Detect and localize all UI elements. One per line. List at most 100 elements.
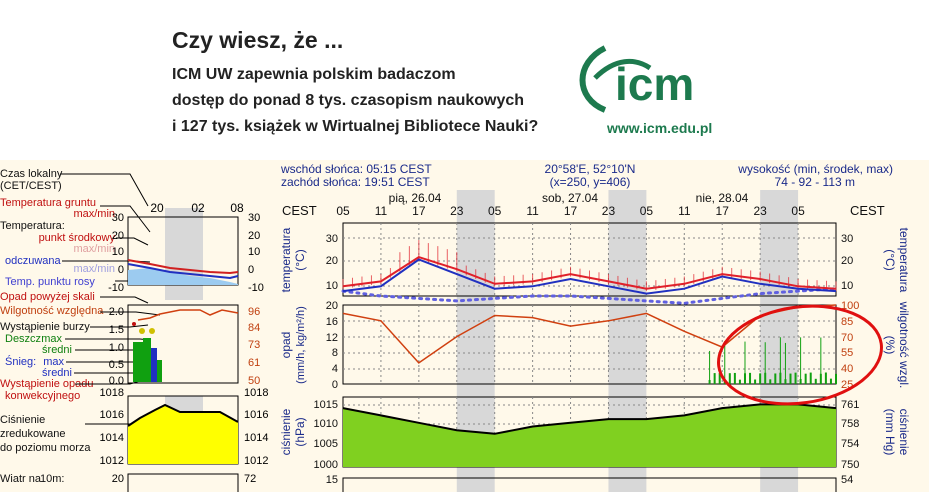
rain-bar: [789, 373, 792, 384]
mini-temp-tick-r-m10: -10: [248, 282, 264, 294]
ad-banner[interactable]: Czy wiesz, że ... ICM UW zapewnia polski…: [0, 0, 929, 160]
annotation-ellipse: [717, 304, 883, 406]
press-axis-unit: (hPa): [293, 417, 307, 446]
mini-precip-tick-1: 1.0: [109, 342, 124, 354]
temp-axis-label-r: temperatura: [897, 228, 911, 293]
mini-hum-tick-84: 84: [248, 322, 260, 334]
hum-tick-85: 85: [841, 316, 853, 328]
press-tick-1000: 1000: [314, 459, 338, 471]
mini-press-tick-r-1018: 1018: [244, 387, 268, 399]
mini-wind-tick: 20: [112, 473, 124, 485]
rain-bar: [728, 373, 731, 384]
press-tick-1005: 1005: [314, 438, 338, 450]
hum-axis-label: wilgotność wzgl.: [897, 301, 911, 389]
mini-hum-tick-96: 96: [248, 306, 260, 318]
mini-felt-line: [127, 263, 239, 280]
icm-logo[interactable]: icm: [575, 38, 725, 118]
felt-temp-line: [342, 258, 837, 295]
hour-label-9: 11: [678, 204, 691, 218]
rain-bar: [759, 373, 762, 384]
temp-tick-r-10: 10: [841, 280, 853, 292]
mini-hum-tick-73: 73: [248, 339, 260, 351]
legend-pressure: Ciśnienie: [0, 414, 45, 426]
hum-tick-100: 100: [841, 300, 859, 312]
rain-bar: [754, 379, 757, 384]
rain-bar: [769, 379, 772, 384]
mini-temp-tick-r-0: 0: [248, 264, 254, 276]
hour-label-0: 05: [336, 204, 350, 218]
mini-temp-line: [127, 259, 239, 275]
tz-left: CEST: [282, 203, 317, 218]
legend-felt: odczuwana: [5, 255, 62, 267]
banner-line-3: i 127 tys. książek w Wirtualnej Bibliote…: [172, 118, 539, 135]
legend-conv-2: konwekcyjnego: [5, 390, 80, 402]
hour-label-4: 05: [488, 204, 502, 218]
day-label-1: pią, 26.04: [389, 191, 442, 205]
mini-press-fill: [128, 405, 238, 464]
logo-swoosh: [593, 58, 652, 80]
logo-word: icm: [615, 58, 694, 110]
legend-temp-maxmin: max/min: [73, 243, 115, 255]
rain-bar: [829, 378, 832, 384]
legend-pressure-2: zredukowane: [0, 428, 65, 440]
precip-tick-4: 4: [332, 363, 338, 375]
hum-tick-55: 55: [841, 347, 853, 359]
mini-precip-tick-05: 0.5: [109, 359, 124, 371]
banner-line-2: dostęp do ponad 8 tys. czasopism naukowy…: [172, 92, 525, 109]
legend-wind-height: 10m:: [40, 473, 64, 485]
press-axis-label-r: ciśnienie: [897, 409, 911, 456]
mini-press-tick-1016: 1016: [100, 409, 124, 421]
mini-storm-dot-3: [149, 328, 155, 334]
hum-axis-unit: (%): [883, 336, 897, 355]
mini-press-line: [127, 403, 239, 427]
tz-right: CEST: [850, 203, 885, 218]
rain-bar: [713, 373, 716, 384]
wind-tick-15: 15: [326, 474, 338, 486]
precip-tick-20: 20: [326, 300, 338, 312]
press-axis-unit-r: (mm Hg): [883, 409, 897, 456]
logo-url[interactable]: www.icm.edu.pl: [607, 120, 713, 136]
rain-bar: [733, 372, 736, 384]
mini-press-tick-1014: 1014: [100, 432, 124, 444]
mini-humidity-line: [137, 309, 239, 321]
precip-tick-16: 16: [326, 316, 338, 328]
banner-line-1: ICM UW zapewnia polskim badaczom: [172, 66, 456, 83]
mini-rain-bar-2: [143, 338, 151, 382]
mini-soil-fill: [128, 268, 238, 285]
pressure-fill: [343, 404, 836, 467]
legend-snow-avg: średni: [42, 367, 72, 379]
rain-bar: [774, 373, 777, 384]
temp-tick-10: 10: [326, 280, 338, 292]
legend-dew: Temp. punktu rosy: [5, 276, 95, 288]
temp-tick-20: 20: [326, 255, 338, 267]
hour-label-12: 05: [791, 204, 805, 218]
precip-tick-12: 12: [326, 332, 338, 344]
hour-label-8: 05: [640, 204, 654, 218]
temp-axis-unit: (°C): [293, 249, 307, 270]
legend-rain: Deszcz:: [5, 333, 44, 345]
mini-temp-tick-m10: -10: [108, 282, 124, 294]
legend-soil-temp-mm: max/min: [73, 208, 115, 220]
legend-rain-max: max: [41, 333, 62, 345]
press-axis-label: ciśnienie: [279, 408, 293, 455]
press-tick-1010: 1010: [314, 418, 338, 430]
temp-tick-r-30: 30: [841, 233, 853, 245]
precip-tick-8: 8: [332, 347, 338, 359]
hum-tick-70: 70: [841, 332, 853, 344]
mini-hum-tick-50: 50: [248, 375, 260, 387]
mini-press-tick-r-1012: 1012: [244, 455, 268, 467]
precip-axis-label: opad: [279, 332, 293, 359]
precip-tick-0: 0: [332, 379, 338, 391]
legend-precip-over: Opad powyżej skali: [0, 291, 95, 303]
wind-tick-r-54: 54: [841, 474, 853, 486]
mini-press-tick-r-1016: 1016: [244, 409, 268, 421]
altitude-label: wysokość (min, środek, max): [737, 162, 893, 176]
rain-bar: [824, 372, 827, 384]
mini-press-tick-1012: 1012: [100, 455, 124, 467]
rain-bar: [738, 379, 741, 384]
rain-bars: [708, 337, 837, 384]
legend-soil-temp: Temperatura gruntu: [0, 197, 96, 209]
mini-precip-tick-0: 0.0: [109, 375, 124, 387]
legend-local-time-2: (CET/CEST): [0, 180, 62, 192]
rain-bar: [718, 373, 721, 384]
